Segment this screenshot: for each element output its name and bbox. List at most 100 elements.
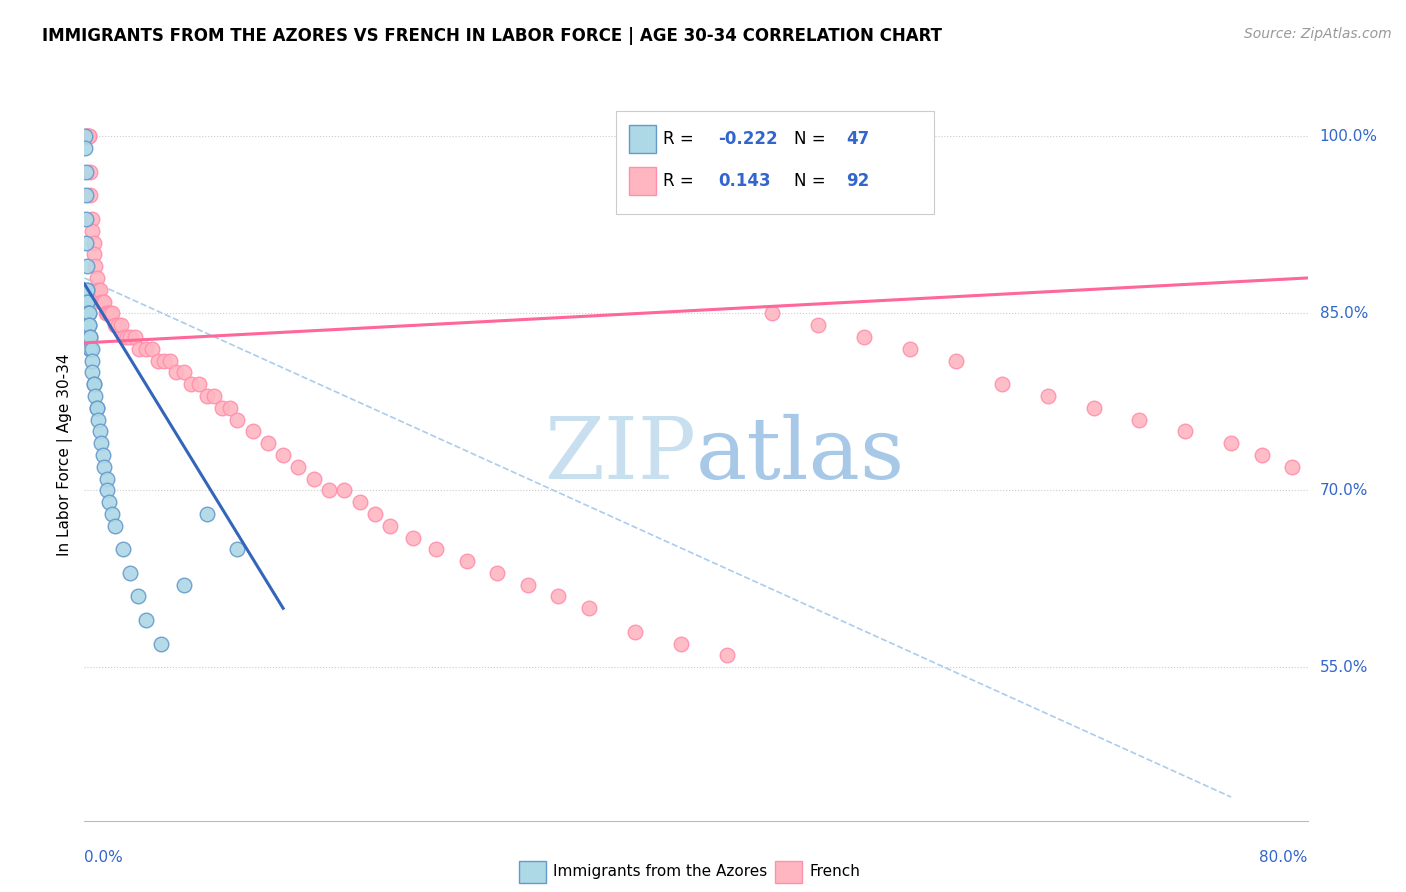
Point — [80, 224, 103, 238]
Point — [159, 353, 181, 368]
Point — [364, 507, 387, 521]
Point — [124, 330, 146, 344]
Text: 85.0%: 85.0% — [1320, 306, 1368, 321]
Point — [1220, 436, 1243, 450]
Point — [76, 283, 98, 297]
Point — [257, 436, 280, 450]
Point — [75, 129, 97, 144]
Point — [96, 483, 118, 498]
Point — [98, 306, 121, 320]
Text: 0.143: 0.143 — [718, 171, 770, 190]
Point — [93, 459, 115, 474]
Point — [547, 590, 569, 604]
Point — [76, 294, 98, 309]
Point — [80, 365, 103, 379]
Point — [80, 353, 103, 368]
Point — [516, 577, 538, 591]
Point — [107, 318, 129, 333]
FancyBboxPatch shape — [776, 861, 803, 883]
Point — [211, 401, 233, 415]
Point — [761, 306, 783, 320]
Point — [218, 401, 240, 415]
Point — [1388, 684, 1406, 698]
Point — [287, 459, 309, 474]
Text: French: French — [810, 864, 860, 880]
Point — [318, 483, 340, 498]
Point — [75, 129, 97, 144]
Point — [1281, 459, 1303, 474]
Point — [120, 566, 142, 580]
Point — [110, 318, 132, 333]
Point — [402, 531, 425, 545]
Point — [89, 283, 111, 297]
Point — [90, 436, 112, 450]
Point — [898, 342, 921, 356]
Point — [79, 188, 101, 202]
Point — [77, 129, 100, 144]
Point — [75, 188, 97, 202]
Point — [135, 613, 157, 627]
Point — [80, 211, 103, 226]
Point — [79, 330, 101, 344]
Text: 80.0%: 80.0% — [1260, 850, 1308, 865]
Point — [96, 306, 118, 320]
Point — [153, 353, 176, 368]
Point — [1312, 483, 1334, 498]
Point — [716, 648, 738, 663]
Point — [127, 590, 149, 604]
Text: 47: 47 — [846, 130, 870, 148]
Point — [83, 377, 105, 392]
Point — [86, 271, 108, 285]
Point — [180, 377, 202, 392]
Point — [79, 342, 101, 356]
Point — [1403, 696, 1406, 710]
Point — [1250, 448, 1272, 462]
Point — [115, 330, 138, 344]
Point — [1128, 412, 1150, 426]
FancyBboxPatch shape — [519, 861, 546, 883]
Point — [75, 235, 97, 250]
Point — [89, 425, 111, 439]
Point — [333, 483, 356, 498]
Text: Immigrants from the Azores: Immigrants from the Azores — [553, 864, 768, 880]
Point — [173, 365, 195, 379]
Point — [76, 294, 98, 309]
Point — [77, 306, 100, 320]
Point — [101, 306, 124, 320]
Point — [86, 401, 108, 415]
Point — [87, 412, 110, 426]
Point — [853, 330, 876, 344]
FancyBboxPatch shape — [628, 125, 655, 153]
Point — [195, 507, 218, 521]
Point — [76, 129, 98, 144]
Point — [202, 389, 225, 403]
Y-axis label: In Labor Force | Age 30-34: In Labor Force | Age 30-34 — [58, 353, 73, 557]
Text: -0.222: -0.222 — [718, 130, 778, 148]
Point — [456, 554, 478, 568]
Point — [669, 637, 692, 651]
Text: 92: 92 — [846, 171, 870, 190]
Point — [945, 353, 967, 368]
Point — [79, 330, 101, 344]
Point — [226, 412, 249, 426]
Text: IMMIGRANTS FROM THE AZORES VS FRENCH IN LABOR FORCE | AGE 30-34 CORRELATION CHAR: IMMIGRANTS FROM THE AZORES VS FRENCH IN … — [42, 27, 942, 45]
Point — [76, 129, 98, 144]
Point — [271, 448, 294, 462]
Text: N =: N = — [794, 130, 831, 148]
Point — [226, 542, 249, 557]
Point — [149, 637, 172, 651]
Point — [1083, 401, 1105, 415]
Point — [83, 377, 105, 392]
Point — [84, 389, 107, 403]
Point — [83, 235, 105, 250]
Point — [141, 342, 163, 356]
Point — [991, 377, 1014, 392]
Point — [104, 518, 127, 533]
Point — [111, 542, 134, 557]
Point — [84, 259, 107, 273]
FancyBboxPatch shape — [616, 112, 935, 213]
Point — [112, 330, 135, 344]
Point — [77, 318, 100, 333]
Text: R =: R = — [664, 130, 699, 148]
Point — [120, 330, 142, 344]
